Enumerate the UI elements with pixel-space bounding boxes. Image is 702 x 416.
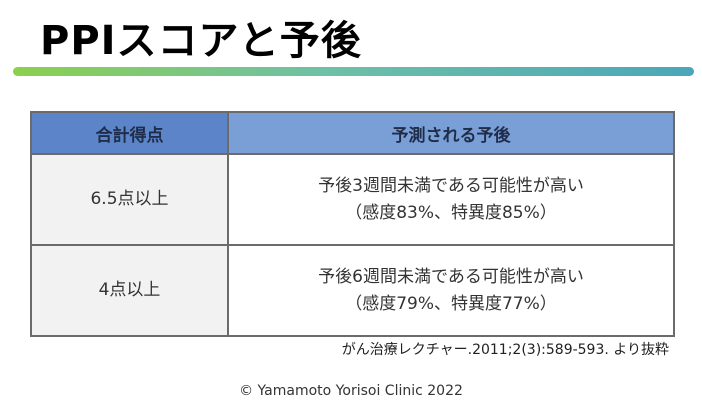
prognosis-text: 予後3週間未満である可能性が高い: [318, 175, 584, 196]
table-header-row: 合計得点 予測される予後: [30, 111, 675, 155]
score-cell: 4点以上: [30, 244, 229, 337]
header-predicted-prognosis: 予測される予後: [227, 111, 675, 155]
prognosis-text: 予後6週間未満である可能性が高い: [318, 266, 584, 287]
ppi-prognosis-table: 合計得点 予測される予後 6.5点以上 予後3週間未満である可能性が高い （感度…: [30, 111, 675, 337]
copyright-notice: © Yamamoto Yorisoi Clinic 2022: [239, 383, 463, 399]
score-cell: 6.5点以上: [30, 153, 229, 246]
source-citation: がん治療レクチャー.2011;2(3):589-593. より抜粋: [341, 342, 669, 358]
title-underline-bar: [13, 67, 694, 76]
sensitivity-specificity-text: （感度79%、特異度77%）: [345, 293, 557, 314]
slide-title: PPIスコアと予後: [40, 18, 362, 64]
prognosis-cell: 予後6週間未満である可能性が高い （感度79%、特異度77%）: [227, 244, 675, 337]
header-total-score: 合計得点: [30, 111, 229, 155]
table-row: 6.5点以上 予後3週間未満である可能性が高い （感度83%、特異度85%）: [30, 153, 675, 246]
prognosis-cell: 予後3週間未満である可能性が高い （感度83%、特異度85%）: [227, 153, 675, 246]
table-row: 4点以上 予後6週間未満である可能性が高い （感度79%、特異度77%）: [30, 244, 675, 337]
sensitivity-specificity-text: （感度83%、特異度85%）: [345, 202, 557, 223]
